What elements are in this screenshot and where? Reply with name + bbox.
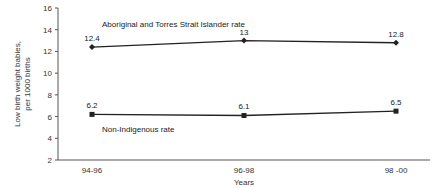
y-tick [55,29,58,30]
y-tick [55,94,58,95]
marker [89,44,95,50]
data-label: 6.2 [86,101,98,110]
data-label: 12.8 [388,30,404,39]
marker [90,112,95,117]
y-axis-label-line: Low birth weight babies, [13,41,22,127]
x-axis-label: Years [234,178,254,187]
chart: 2 4 6 8 10 12 14 16 94-96 96-98 98 -00 Years Low bir… [0,0,437,188]
plot-area [89,38,399,118]
y-tick-label: 4 [48,134,53,143]
x-axis [58,160,430,161]
series-name: Non-Indigenous rate [102,125,175,134]
y-axis [58,8,59,160]
y-tick [55,160,58,161]
series-name: Aboriginal and Torres Strait Islander ra… [102,20,246,29]
marker [241,38,247,44]
y-tick-label: 10 [43,69,52,78]
y-tick-label: 16 [43,4,52,13]
marker [242,113,247,118]
x-tick-label: 96-98 [234,166,255,175]
y-axis-label-line: per 1000 births [23,57,32,110]
y-tick [55,51,58,52]
y-tick-label: 8 [48,91,53,100]
y-tick [55,138,58,139]
data-label: 6.1 [238,102,250,111]
y-tick [55,8,58,9]
y-tick-label: 14 [43,26,52,35]
y-tick-label: 12 [43,47,52,56]
marker [393,40,399,46]
data-label: 6.5 [390,98,402,107]
y-tick-label: 2 [48,156,53,165]
y-tick-label: 6 [48,113,53,122]
y-tick [55,116,58,117]
marker [394,109,399,114]
data-label: 12.4 [84,34,100,43]
y-axis-label: Low birth weight babies,per 1000 births [13,41,32,127]
y-tick [55,73,58,74]
x-tick-label: 98 -00 [385,166,408,175]
x-tick-label: 94-96 [82,166,103,175]
